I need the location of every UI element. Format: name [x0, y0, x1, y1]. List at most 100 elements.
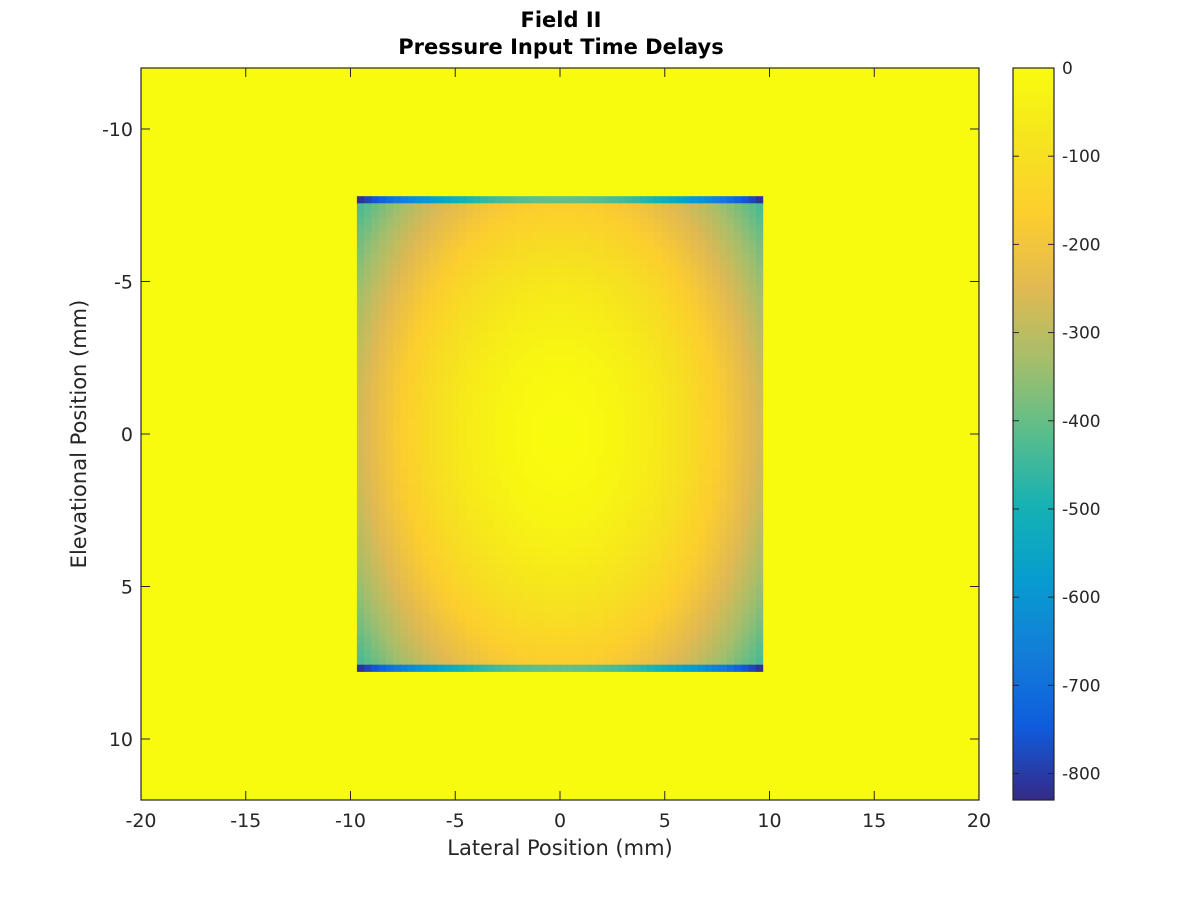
heatmap-cell [755, 376, 764, 385]
heatmap-cell [429, 621, 438, 630]
heatmap-cell [530, 563, 539, 572]
heatmap-cell [705, 441, 714, 450]
heatmap-cell [589, 333, 597, 341]
heatmap-cell [516, 340, 525, 349]
heatmap-cell [371, 361, 380, 370]
heatmap-cell [465, 498, 474, 507]
heatmap-cell [574, 657, 583, 666]
heatmap-cell [726, 599, 735, 608]
heatmap-cell [705, 635, 714, 644]
heatmap-cell [530, 534, 539, 543]
heatmap-cell [755, 628, 764, 637]
heatmap-cell [639, 462, 648, 471]
heatmap-cell [567, 621, 576, 630]
heatmap-cell [385, 397, 394, 406]
heatmap-cell [494, 585, 503, 594]
heatmap-cell [632, 239, 641, 248]
heatmap-cell [509, 361, 518, 370]
heatmap-cell [741, 455, 750, 464]
heatmap-cell [625, 397, 634, 406]
y-tick-label: -5 [114, 272, 133, 294]
heatmap-cell [596, 592, 605, 601]
heatmap-cell [538, 470, 547, 478]
heatmap-cell [610, 196, 619, 204]
heatmap-cell [545, 318, 554, 327]
heatmap-cell [487, 542, 496, 550]
heatmap-cell [705, 549, 714, 558]
heatmap-cell [371, 542, 380, 550]
heatmap-cell [589, 426, 597, 435]
heatmap-cell [596, 333, 605, 341]
heatmap-cell [364, 224, 372, 233]
heatmap-cell [523, 354, 532, 363]
heatmap-cell [697, 513, 706, 522]
heatmap-cell [385, 657, 394, 666]
heatmap-cell [523, 297, 532, 305]
heatmap-cell [472, 498, 481, 507]
heatmap-cell [697, 361, 706, 370]
heatmap-cell [480, 434, 489, 442]
heatmap-cell [371, 340, 380, 349]
heatmap-cell [429, 542, 438, 550]
heatmap-cell [567, 657, 576, 666]
heatmap-cell [465, 376, 474, 385]
heatmap-cell [487, 289, 496, 298]
heatmap-cell [393, 578, 401, 586]
heatmap-cell [748, 311, 757, 320]
heatmap-cell [371, 570, 380, 579]
heatmap-cell [458, 210, 467, 219]
heatmap-cell [356, 369, 365, 377]
heatmap-cell [683, 542, 692, 550]
heatmap-cell [414, 506, 423, 514]
heatmap-cell [530, 282, 539, 291]
heatmap-cell [545, 621, 554, 630]
heatmap-cell [755, 239, 764, 248]
heatmap-cell [705, 599, 714, 608]
heatmap-cell [618, 289, 626, 298]
heatmap-cell [472, 513, 481, 522]
heatmap-cell [400, 635, 409, 644]
heatmap-cell [443, 419, 452, 428]
heatmap-cell [501, 405, 510, 413]
heatmap-cell [472, 484, 481, 493]
heatmap-cell [639, 441, 648, 450]
heatmap-cell [603, 376, 612, 385]
heatmap-cell [618, 268, 626, 276]
heatmap-cell [458, 455, 467, 464]
heatmap-cell [639, 426, 648, 435]
heatmap-cell [705, 239, 714, 248]
heatmap-cell [603, 196, 612, 204]
heatmap-cell [697, 232, 706, 240]
heatmap-cell [501, 354, 510, 363]
heatmap-cell [632, 664, 641, 672]
heatmap-cell [538, 340, 547, 349]
heatmap-cell [560, 318, 568, 327]
heatmap-cell [480, 506, 489, 514]
heatmap-cell [356, 621, 365, 630]
heatmap-cell [705, 614, 714, 623]
heatmap-cell [697, 253, 706, 262]
heatmap-cell [356, 347, 365, 356]
heatmap-cell [436, 650, 445, 659]
heatmap-cell [400, 621, 409, 630]
heatmap-cell [480, 354, 489, 363]
heatmap-cell [443, 650, 452, 659]
heatmap-cell [741, 448, 750, 457]
heatmap-cell [494, 369, 503, 377]
heatmap-cell [429, 534, 438, 543]
heatmap-cell [560, 657, 568, 666]
heatmap-cell [436, 405, 445, 413]
heatmap-cell [465, 462, 474, 471]
heatmap-cell [697, 196, 706, 204]
heatmap-cell [465, 520, 474, 529]
heatmap-cell [443, 614, 452, 623]
heatmap-cell [472, 534, 481, 543]
heatmap-cell [625, 570, 634, 579]
heatmap-cell [661, 196, 670, 204]
heatmap-cell [596, 289, 605, 298]
heatmap-cell [538, 664, 547, 672]
heatmap-cell [697, 376, 706, 385]
heatmap-cell [734, 628, 743, 637]
heatmap-cell [538, 520, 547, 529]
heatmap-cell [734, 491, 743, 500]
